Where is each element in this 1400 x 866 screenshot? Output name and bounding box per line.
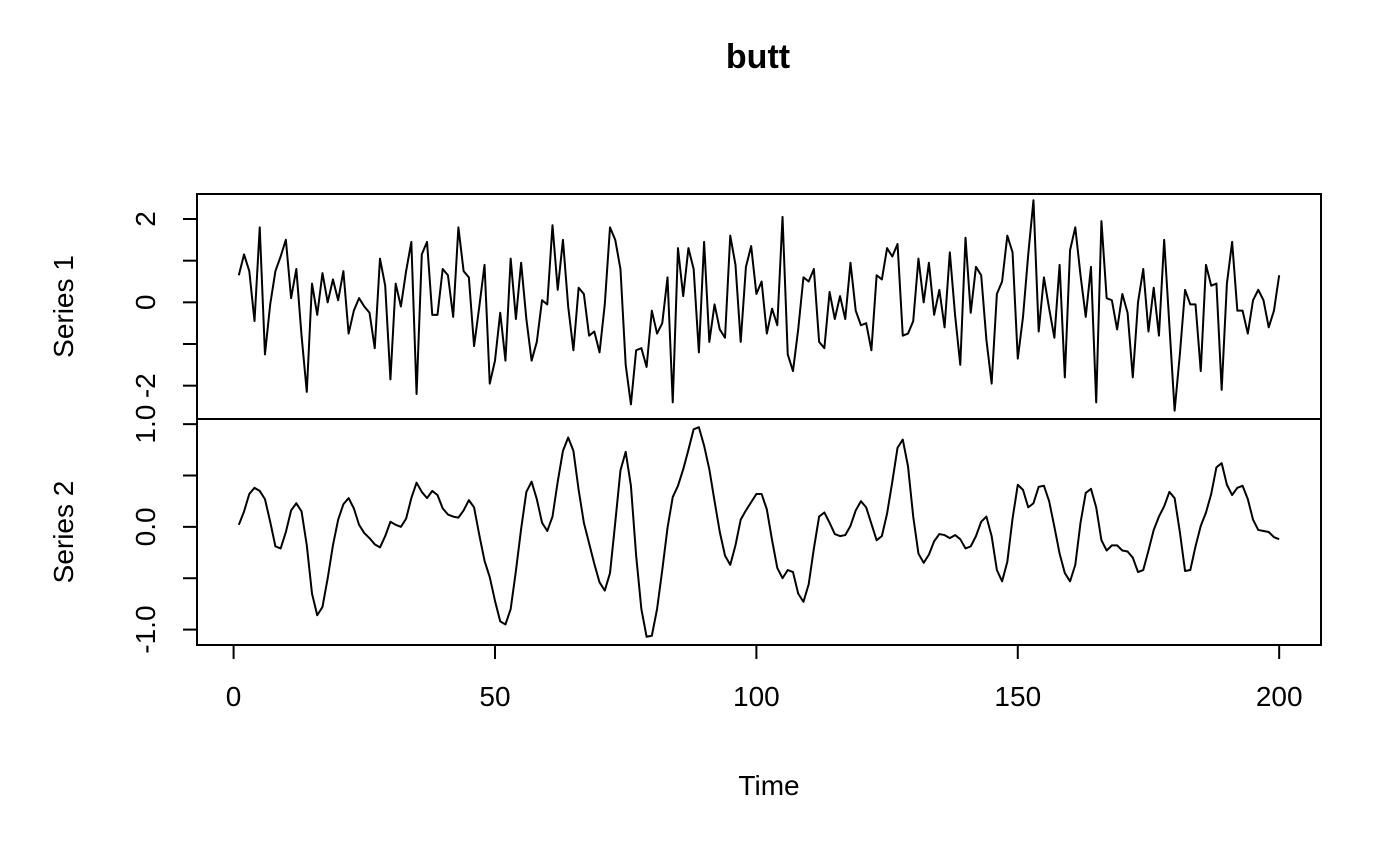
series-2-line: [237, 426, 1280, 638]
x-axis-title: Time: [738, 770, 799, 801]
y-tick-label-2-0: -1.0: [130, 605, 161, 653]
y-tick-label-2-2: 0.0: [130, 507, 161, 546]
x-tick-label-4: 200: [1256, 681, 1303, 712]
series-1-line: [237, 199, 1281, 412]
y-tick-label-1-2: 0: [130, 295, 161, 311]
y-tick-label-1-4: 2: [130, 211, 161, 227]
x-axis: 0 50 100 150 200: [226, 644, 1303, 712]
y-axis-title-series-1: Series 1: [48, 255, 79, 358]
y-axis-series-2: -1.0 0.0 1.0: [130, 405, 197, 654]
x-tick-label-0: 0: [226, 681, 242, 712]
panel-series-2: -1.0 0.0 1.0 Series 2: [48, 405, 1322, 654]
y-tick-label-1-0: -2: [130, 373, 161, 398]
panel-series-1: -2 0 2 Series 1: [48, 193, 1322, 420]
y-axis-series-1: -2 0 2: [130, 211, 197, 398]
x-tick-label-2: 100: [733, 681, 780, 712]
y-axis-title-series-2: Series 2: [48, 481, 79, 584]
x-tick-label-3: 150: [994, 681, 1041, 712]
x-tick-label-1: 50: [479, 681, 510, 712]
chart-title: butt: [726, 38, 790, 76]
y-tick-label-2-4: 1.0: [130, 405, 161, 444]
